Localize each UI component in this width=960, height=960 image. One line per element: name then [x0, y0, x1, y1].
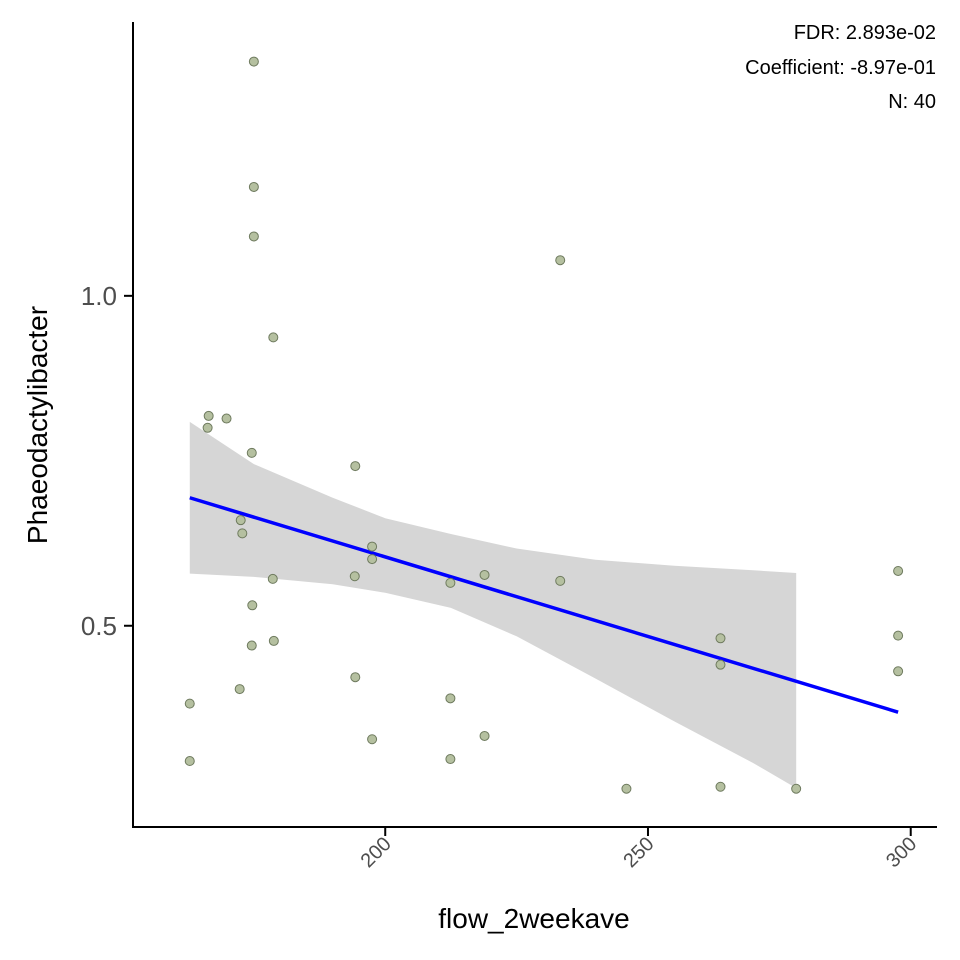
- confidence-band-layer: [189, 421, 797, 789]
- data-point: [247, 600, 258, 611]
- data-point: [350, 672, 361, 683]
- data-point: [237, 528, 248, 539]
- data-point: [184, 698, 195, 709]
- confidence-band: [189, 421, 797, 789]
- data-point: [445, 754, 456, 765]
- data-point: [715, 659, 726, 670]
- data-point: [248, 231, 259, 242]
- data-point: [248, 56, 259, 67]
- data-point: [893, 630, 904, 641]
- data-point: [555, 255, 566, 266]
- data-point: [267, 573, 278, 584]
- annotation-coefficient: Coefficient: -8.97e-01: [745, 57, 936, 79]
- data-point: [350, 461, 361, 472]
- data-point: [234, 684, 245, 695]
- data-point: [235, 515, 246, 526]
- data-point: [893, 565, 904, 576]
- x-axis-title: flow_2weekave: [438, 903, 629, 934]
- data-point: [479, 730, 490, 741]
- data-point: [246, 640, 257, 651]
- data-point: [715, 781, 726, 792]
- data-point: [555, 575, 566, 586]
- y-ticks: 0.5 1.0: [81, 281, 133, 641]
- data-point: [221, 413, 232, 424]
- y-axis-title: Phaeodactylibacter: [22, 306, 53, 544]
- regression-line: [189, 496, 899, 714]
- regression-line-layer: [189, 496, 899, 714]
- data-point: [479, 569, 490, 580]
- data-point: [367, 734, 378, 745]
- data-point: [445, 693, 456, 704]
- annotation-n: N: 40: [888, 91, 936, 113]
- x-ticks: 200 250 300: [357, 827, 921, 872]
- data-point: [791, 783, 802, 794]
- data-point: [184, 756, 195, 767]
- data-point: [246, 447, 257, 458]
- data-point: [893, 666, 904, 677]
- data-point: [203, 410, 214, 421]
- y-tick-label: 1.0: [81, 281, 117, 311]
- data-point: [715, 633, 726, 644]
- data-point: [268, 635, 279, 646]
- data-point: [367, 554, 378, 565]
- annotation-fdr: FDR: 2.893e-02: [794, 22, 936, 44]
- data-point: [268, 332, 279, 343]
- x-tick-label: 300: [882, 833, 921, 872]
- data-point: [248, 181, 259, 192]
- x-tick-label: 200: [357, 833, 396, 872]
- data-points-layer: [184, 56, 904, 794]
- data-point: [349, 571, 360, 582]
- x-tick-label: 250: [619, 833, 658, 872]
- data-point: [367, 541, 378, 552]
- data-point: [445, 577, 456, 588]
- data-point: [202, 422, 213, 433]
- y-tick-label: 0.5: [81, 611, 117, 641]
- data-point: [621, 783, 632, 794]
